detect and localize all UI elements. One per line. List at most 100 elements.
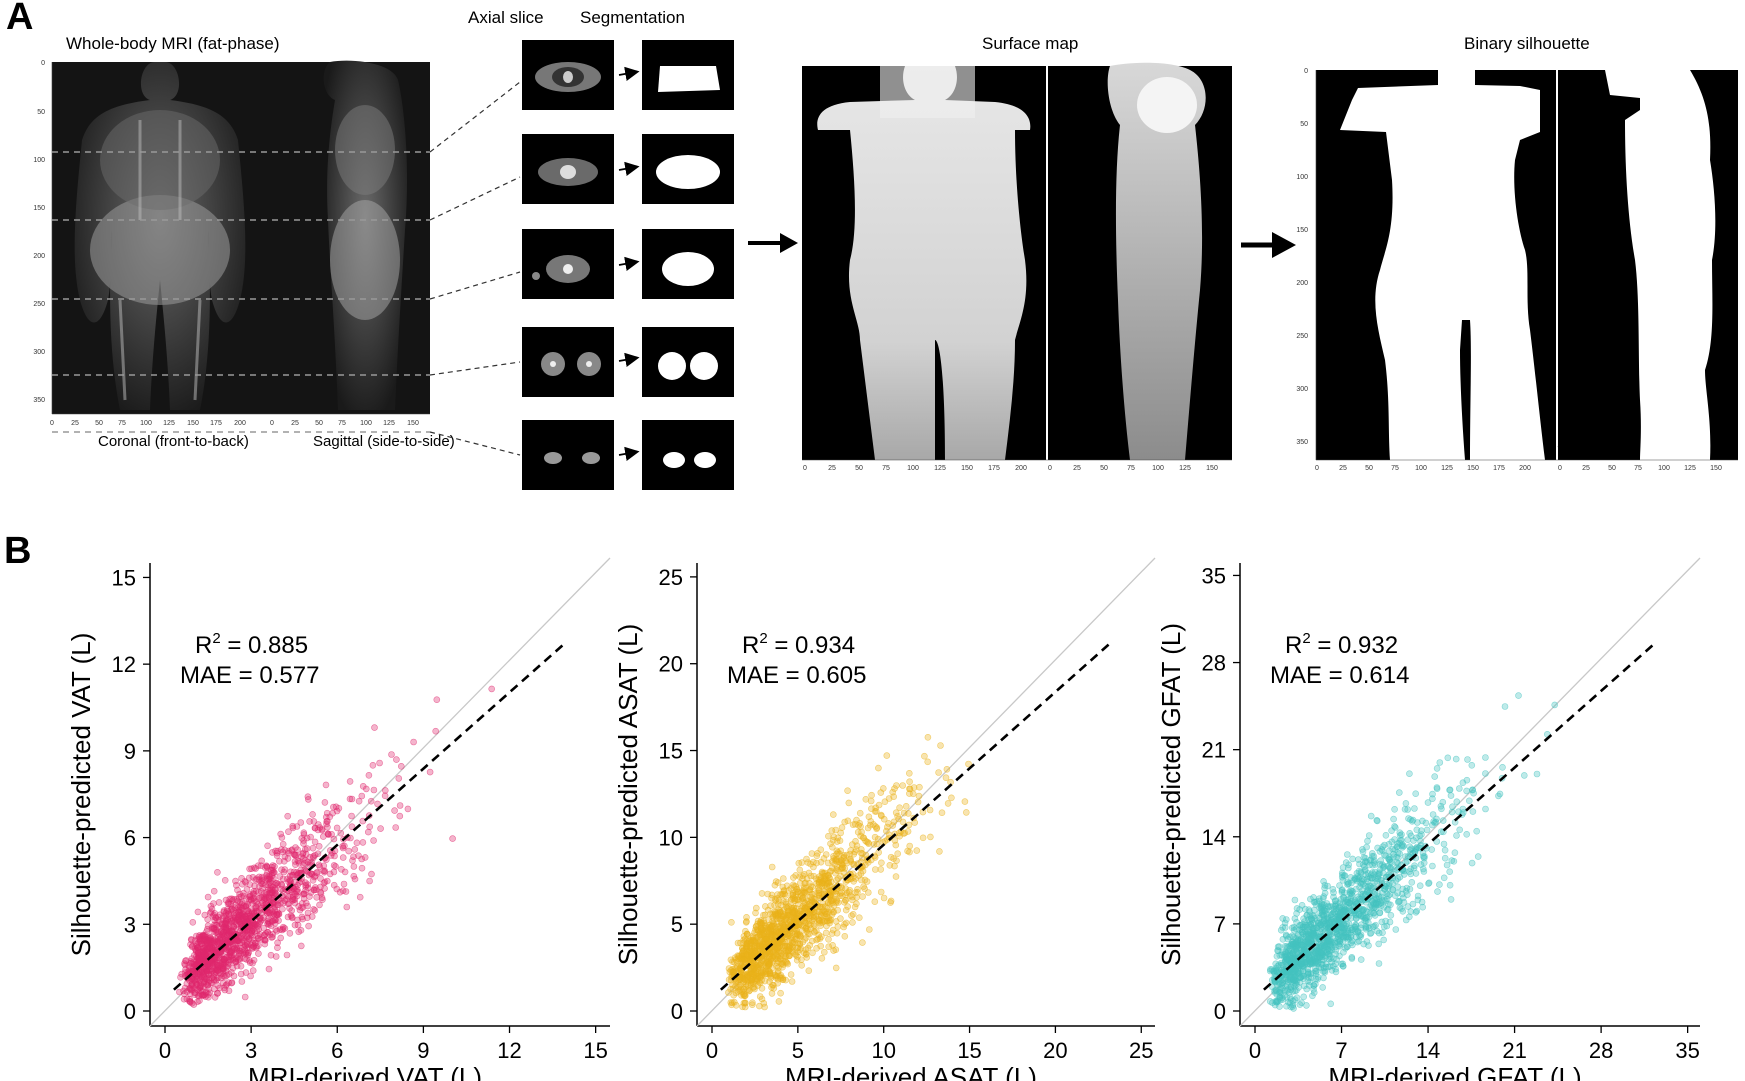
big-arrow-2 [1241, 232, 1296, 258]
scatter-point [880, 894, 888, 902]
scatter-point [258, 857, 266, 865]
scatter-point [1436, 881, 1443, 888]
scatter-point [194, 975, 201, 983]
axial-slice-1 [522, 40, 614, 110]
scatter-point [215, 899, 223, 906]
scatter-point [809, 883, 816, 891]
scatter-point [763, 935, 771, 943]
scatter-point [775, 928, 783, 936]
regression-line [173, 641, 567, 991]
scatter-point [1482, 770, 1489, 777]
scatter-point [1433, 784, 1441, 791]
scatter-point [1337, 906, 1345, 914]
scatter-point [825, 914, 832, 922]
scatter-point [766, 950, 774, 957]
x-tick-label: 0 [159, 1038, 171, 1063]
scatter-point [247, 972, 254, 980]
scatter-point [1521, 772, 1528, 779]
x-tick-label: 28 [1589, 1038, 1613, 1063]
scatter-point [309, 876, 317, 884]
scatter-point [190, 1001, 198, 1008]
x-tick-label: 15 [583, 1038, 607, 1063]
svg-text:125: 125 [1179, 465, 1191, 472]
scatter-point [1413, 834, 1420, 842]
mae-annotation: MAE = 0.577 [180, 662, 319, 689]
scatter-point [340, 880, 348, 888]
scatter-point [1319, 927, 1326, 934]
scatter-point [426, 768, 434, 776]
scatter-point [892, 873, 900, 880]
mri-coronal-x-ticks: 0 25 50 75 100 125 150 175 200 [50, 420, 246, 427]
scatter-point [192, 937, 199, 944]
scatter-point [241, 993, 249, 1001]
scatter-point [257, 888, 265, 895]
scatter-point [1360, 906, 1367, 913]
scatter-point [241, 877, 249, 885]
scatter-point [215, 954, 222, 961]
scatter-point [251, 882, 258, 890]
scatter-point [356, 893, 364, 901]
scatter-point [306, 818, 313, 825]
scatter-point [796, 866, 804, 874]
scatter-point [779, 939, 786, 946]
svg-text:150: 150 [1296, 227, 1308, 234]
scatter-point [1429, 862, 1436, 870]
mri-y-tick: 250 [33, 301, 45, 308]
svg-text:175: 175 [988, 465, 1000, 472]
svg-text:150: 150 [407, 420, 419, 427]
scatter-point [1375, 893, 1383, 900]
svg-text:75: 75 [1391, 465, 1399, 472]
scatter-point [1281, 924, 1289, 931]
scatter-point [1551, 701, 1558, 709]
scatter-point [813, 859, 820, 867]
svg-text:50: 50 [95, 420, 103, 427]
scatter-point [321, 799, 329, 806]
scatter-point [937, 742, 944, 749]
scatter-point [1396, 789, 1403, 796]
y-tick-label: 5 [671, 912, 683, 937]
scatter-point [262, 936, 269, 944]
scatter-point [238, 904, 245, 912]
scatter-point [1375, 960, 1383, 967]
scatter-point [838, 889, 845, 896]
scatter-point [276, 873, 284, 880]
scatter-point [222, 926, 230, 934]
scatter-point [1453, 832, 1460, 839]
y-tick-label: 0 [671, 999, 683, 1024]
scatter-point [1339, 960, 1346, 968]
surface-map-title: Surface map [982, 34, 1079, 53]
scatter-point [201, 911, 209, 919]
scatter-point [848, 896, 856, 904]
scatter-point [796, 946, 804, 954]
scatter-point [758, 984, 766, 992]
scatter-point [866, 821, 874, 829]
scatter-point [1388, 827, 1395, 835]
x-tick-label: 9 [417, 1038, 429, 1063]
scatter-point [948, 794, 955, 802]
y-tick-label: 21 [1202, 738, 1226, 763]
asat-scatter-plot: 00 5 5 10 10 15 15 20 20 25 25 MRI-derived ASAT (L)… [613, 557, 1156, 1081]
scatter-point [339, 887, 347, 895]
mri-y-tick-labels: 0 50 100 150 200 250 300 350 [33, 60, 45, 404]
scatter-point [750, 965, 758, 973]
scatter-point [1323, 940, 1331, 948]
scatter-point [177, 973, 184, 981]
silhouette-axes: 0 50 100 150 200 250 300 350 0 25 50 75 … [1296, 68, 1738, 472]
slice-lines [52, 151, 430, 433]
scatter-point [262, 893, 270, 901]
scatter-point [1359, 848, 1367, 856]
scatter-point [190, 984, 198, 992]
scatter-point [1441, 846, 1449, 854]
svg-text:75: 75 [1127, 465, 1135, 472]
scatter-point [255, 950, 262, 957]
scatter-point [1347, 894, 1354, 902]
scatter-point [838, 824, 846, 831]
scatter-point [1276, 994, 1283, 1002]
slice-connectors [429, 81, 521, 456]
svg-text:100: 100 [1658, 465, 1670, 472]
scatter-point [1366, 903, 1374, 911]
scatter-point [194, 908, 202, 916]
scatter-point [1382, 917, 1389, 925]
scatter-point [850, 861, 857, 868]
scatter-point [782, 898, 790, 906]
